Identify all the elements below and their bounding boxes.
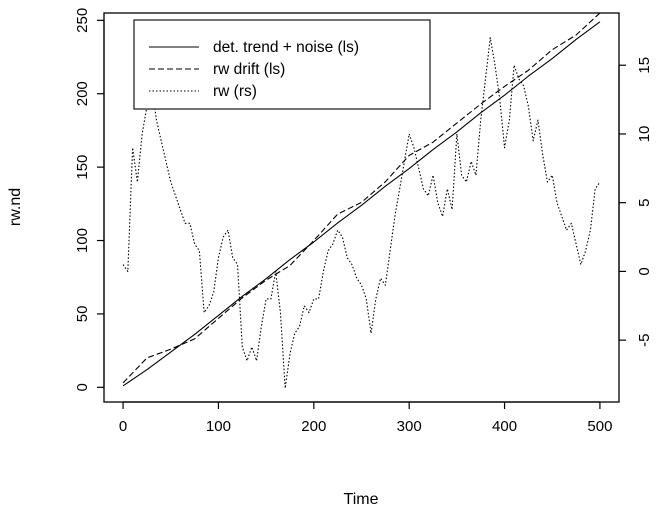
y-right-tick-label: 0 [636,267,653,275]
x-tick-label: 400 [492,418,517,435]
y-left-tick-label: 250 [74,8,91,33]
axes-layer: 0 100 200 300 400 500 0 50 100 150 200 250 -5 0 5 10 15 [74,8,653,435]
x-axis-title: Time [344,491,379,508]
legend-label-det-trend: det. trend + noise (ls) [213,39,359,56]
y-right-tick-label: 5 [636,199,653,207]
y-right-tick-label: 15 [636,57,653,74]
y-left-tick-label: 200 [74,81,91,106]
legend-label-rw: rw (rs) [213,83,257,100]
x-tick-label: 0 [119,418,127,435]
y-right-tick-label: 10 [636,126,653,143]
legend: det. trend + noise (ls) rw drift (ls) rw… [133,19,431,110]
legend-box [133,19,431,110]
y-left-tick-label: 50 [74,306,91,323]
x-tick-label: 300 [397,418,422,435]
x-tick-label: 100 [206,418,231,435]
y-left-tick-label: 150 [74,155,91,180]
y-axis-title: rw.nd [7,188,24,226]
series-layer [122,12,601,389]
y-right-tick-label: -5 [636,333,653,346]
y-left-tick-label: 100 [74,228,91,253]
legend-label-rw-drift: rw drift (ls) [213,61,285,78]
series-rw-drift-line [122,12,601,384]
y-left-tick-label: 0 [74,383,91,391]
x-tick-label: 200 [301,418,326,435]
x-tick-label: 500 [587,418,612,435]
series-det-trend-line [122,21,601,387]
